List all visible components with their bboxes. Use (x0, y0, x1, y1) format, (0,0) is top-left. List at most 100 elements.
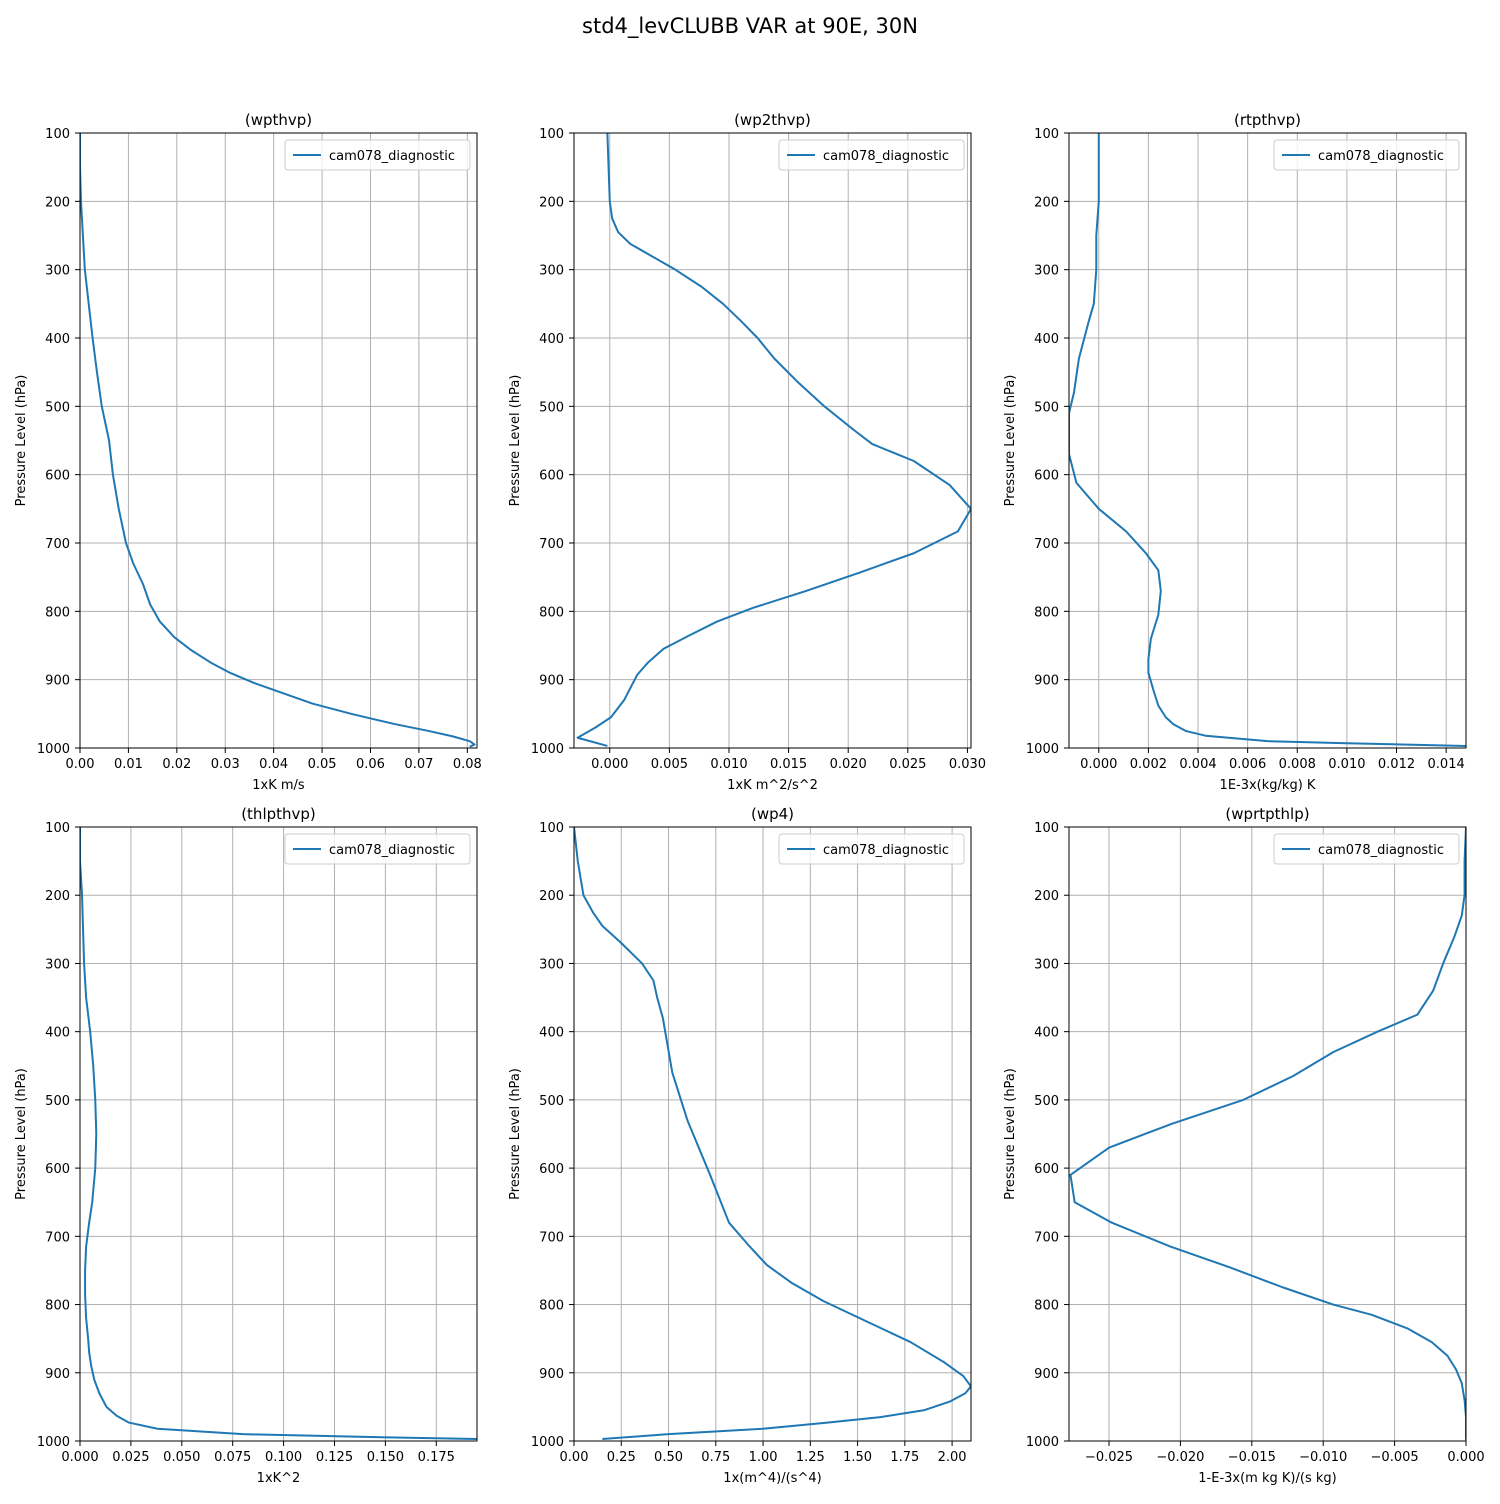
x-tick-label: 0.075 (214, 1450, 251, 1465)
x-tick-label: 1.25 (796, 1450, 825, 1465)
plot-frame (573, 132, 972, 749)
y-tick-label: 400 (45, 1026, 70, 1041)
y-tick-label: 100 (1034, 821, 1059, 836)
y-tick-label: 1000 (37, 1435, 70, 1450)
legend-box (1273, 139, 1460, 171)
x-tick-label: 0.000 (61, 1450, 98, 1465)
plot-frame (1068, 826, 1467, 1442)
chart-panel-3: 0.000 0.002 0.004 0.006 0.008 0.010 0.012 0.014… (1003, 111, 1467, 793)
y-tick-label: 900 (1034, 674, 1059, 689)
series-line-1 (1069, 827, 1466, 1440)
y-tick-label: 700 (539, 537, 564, 552)
legend: cam078_diagnostic (778, 833, 965, 865)
legend: cam078_diagnostic (284, 833, 471, 865)
y-tick-label: 600 (539, 469, 564, 484)
y-tick-label: 900 (1034, 1367, 1059, 1382)
x-tick-label: 0.014 (1428, 757, 1465, 772)
legend-box (1273, 833, 1460, 865)
y-tick-label: 500 (45, 1094, 70, 1109)
x-tick-label: 0.05 (308, 757, 337, 772)
y-tick-label: 600 (1034, 469, 1059, 484)
x-tick-label: 0.030 (949, 757, 986, 772)
x-axis-label: 1xK^2 (257, 1471, 301, 1486)
x-tick-label: 0.002 (1130, 757, 1167, 772)
y-tick-label: 700 (1034, 1230, 1059, 1245)
y-tick-label: 700 (539, 1230, 564, 1245)
series-line-1 (576, 133, 971, 747)
y-axis-label: Pressure Level (hPa) (14, 375, 29, 507)
x-tick-label: 2.00 (938, 1450, 967, 1465)
x-tick-label: 0.020 (830, 757, 867, 772)
y-tick-label: 800 (1034, 1299, 1059, 1314)
y-tick-label: 800 (539, 1299, 564, 1314)
x-tick-label: 0.06 (356, 757, 385, 772)
y-tick-label: 500 (1034, 1094, 1059, 1109)
y-tick-label: 200 (45, 889, 70, 904)
x-tick-label: −0.005 (1371, 1450, 1419, 1465)
y-tick-label: 1000 (1026, 1435, 1059, 1450)
legend: cam078_diagnostic (1273, 139, 1460, 171)
x-tick-label: 0.015 (770, 757, 807, 772)
y-tick-label: 800 (539, 605, 564, 620)
x-tick-label: 0.010 (1328, 757, 1365, 772)
x-tick-label: 0.010 (710, 757, 747, 772)
panel-title: (thlpthvp) (241, 805, 316, 823)
y-tick-label: 300 (1034, 957, 1059, 972)
x-tick-label: 1.00 (749, 1450, 778, 1465)
y-tick-label: 500 (539, 1094, 564, 1109)
y-tick-label: 700 (45, 537, 70, 552)
x-tick-label: 0.150 (367, 1450, 404, 1465)
x-axis-label: 1E-3x(kg/kg) K (1220, 778, 1316, 793)
y-tick-label: 900 (45, 1367, 70, 1382)
chart-panel-1: 0.00 0.01 0.02 0.03 0.04 0.05 0.06 0.07 0.08 100 2… (14, 111, 482, 793)
y-tick-label: 400 (539, 332, 564, 347)
x-tick-label: 0.004 (1179, 757, 1216, 772)
y-tick-label: 300 (539, 264, 564, 279)
y-tick-label: 1000 (531, 742, 564, 757)
x-tick-label: 0.050 (163, 1450, 200, 1465)
x-tick-label: −0.010 (1299, 1450, 1347, 1465)
y-tick-label: 100 (539, 127, 564, 142)
y-tick-label: 200 (1034, 889, 1059, 904)
x-tick-label: 0.025 (112, 1450, 149, 1465)
y-tick-label: 200 (539, 889, 564, 904)
x-tick-label: 0.125 (316, 1450, 353, 1465)
y-tick-label: 1000 (1026, 742, 1059, 757)
y-tick-label: 400 (539, 1026, 564, 1041)
y-tick-label: 200 (45, 195, 70, 210)
x-axis-label: 1xK m/s (252, 778, 305, 793)
y-tick-label: 100 (1034, 127, 1059, 142)
chart-panel-6: −0.025 −0.020 −0.015 −0.010 −0.005 0.000 100 20… (1003, 805, 1485, 1486)
series-line-1 (574, 827, 971, 1440)
y-tick-label: 300 (45, 264, 70, 279)
x-tick-label: −0.020 (1156, 1450, 1204, 1465)
x-tick-label: 0.07 (404, 757, 433, 772)
y-axis-label: Pressure Level (hPa) (1003, 375, 1018, 507)
y-tick-label: 500 (45, 400, 70, 415)
x-axis-label: 1x(m^4)/(s^4) (723, 1471, 821, 1486)
panel-title: (wp2thvp) (734, 111, 811, 129)
x-tick-label: 1.50 (843, 1450, 872, 1465)
y-tick-label: 900 (539, 674, 564, 689)
x-tick-label: 0.000 (591, 757, 628, 772)
legend-box (284, 139, 471, 171)
series-line-1 (1069, 133, 1466, 747)
x-tick-label: 0.01 (114, 757, 143, 772)
x-tick-label: 0.00 (560, 1450, 589, 1465)
y-tick-label: 800 (1034, 605, 1059, 620)
y-tick-label: 200 (1034, 195, 1059, 210)
y-tick-label: 300 (45, 957, 70, 972)
y-tick-label: 100 (45, 821, 70, 836)
plot-frame (79, 826, 478, 1442)
y-tick-label: 400 (45, 332, 70, 347)
x-tick-label: 0.04 (259, 757, 288, 772)
y-tick-label: 600 (539, 1162, 564, 1177)
y-tick-label: 300 (1034, 264, 1059, 279)
y-tick-label: 700 (45, 1230, 70, 1245)
legend-label: cam078_diagnostic (1318, 149, 1444, 164)
y-tick-label: 300 (539, 957, 564, 972)
y-tick-label: 500 (1034, 400, 1059, 415)
figure-title: std4_levCLUBB VAR at 90E, 30N (582, 14, 918, 38)
y-tick-label: 1000 (37, 742, 70, 757)
